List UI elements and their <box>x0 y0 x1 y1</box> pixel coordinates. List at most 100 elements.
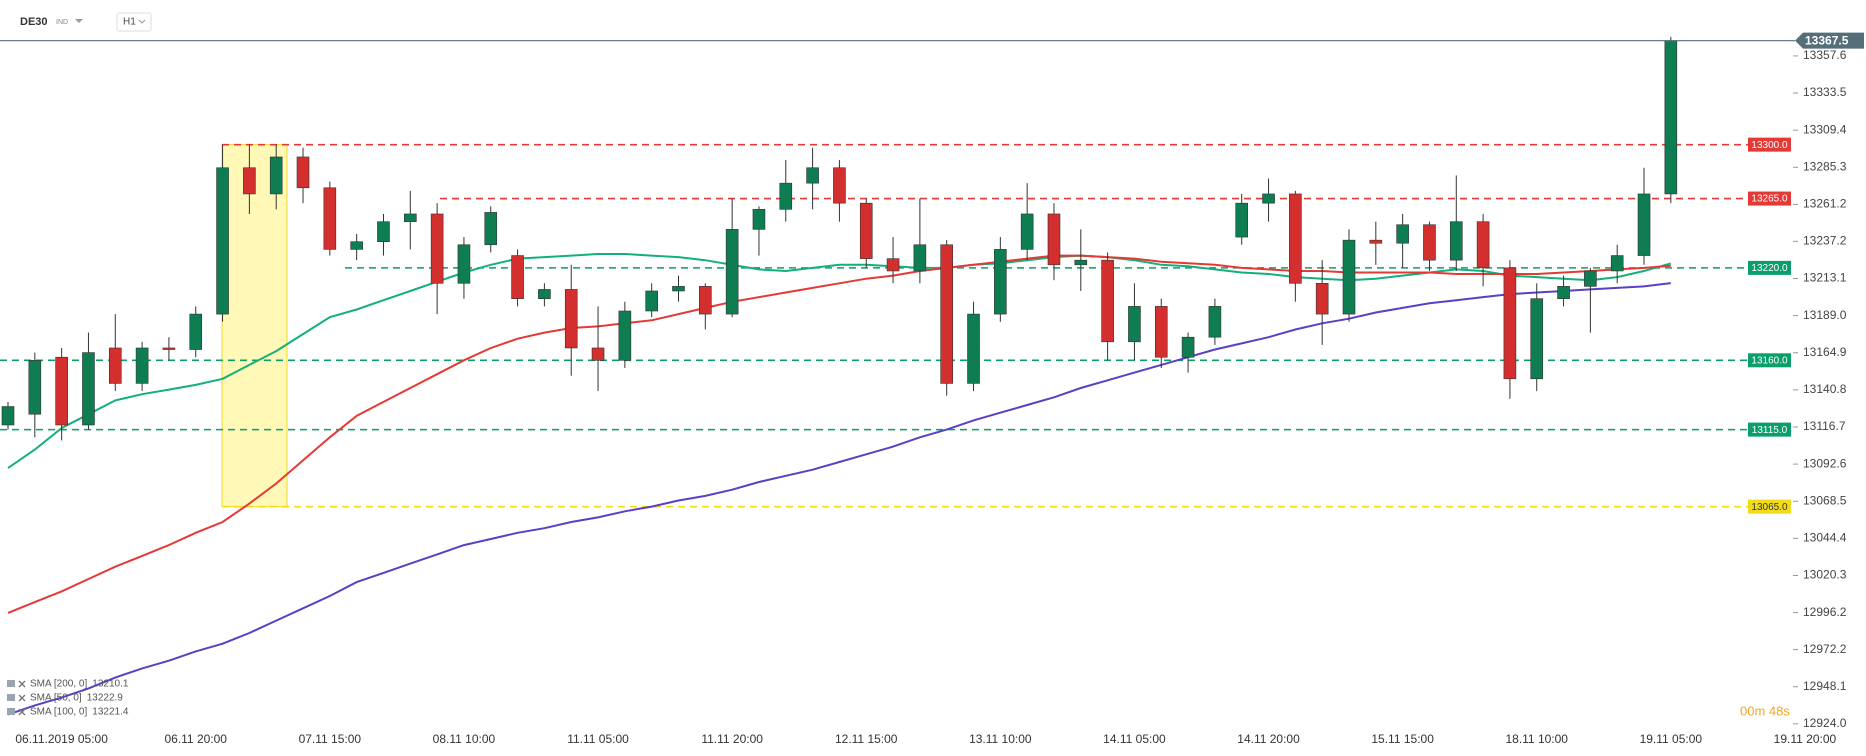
candle-body <box>1476 221 1490 269</box>
candle-body <box>243 167 256 195</box>
candle-body <box>511 255 524 299</box>
x-tick-label: 15.11 15:00 <box>1371 732 1434 746</box>
candle-body <box>833 167 846 204</box>
candle-body <box>1181 336 1195 358</box>
level-label: 13065.0 <box>1751 502 1788 513</box>
x-tick-label: 14.11 20:00 <box>1237 732 1300 746</box>
candle-body <box>994 249 1007 315</box>
y-tick-label: 13020.3 <box>1803 568 1847 582</box>
candle-body <box>1369 239 1383 244</box>
candle-body <box>1396 224 1409 244</box>
candle-body <box>55 356 68 426</box>
y-tick-label: 13285.3 <box>1803 159 1847 173</box>
level-label: 13220.0 <box>1751 263 1788 274</box>
y-tick-label: 13333.5 <box>1803 85 1847 99</box>
candle-body <box>806 167 819 184</box>
candle-body <box>1610 255 1624 272</box>
legend-remove[interactable] <box>18 694 26 702</box>
y-tick-label: 13357.6 <box>1803 48 1847 62</box>
candle-timer: 00m 48s <box>1740 703 1790 718</box>
candle-body <box>913 244 927 272</box>
legend-icon <box>7 708 15 715</box>
candle-body <box>1342 239 1356 315</box>
candle-body <box>216 167 229 315</box>
timeframe-box[interactable] <box>116 12 152 32</box>
candle-body <box>377 221 390 242</box>
x-tick-label: 14.11 05:00 <box>1103 732 1166 746</box>
legend-remove[interactable] <box>18 708 26 716</box>
timeframe-arrow[interactable] <box>138 19 146 24</box>
level-label-box <box>1748 422 1791 437</box>
level-label-box <box>1748 191 1791 206</box>
y-tick-label: 12972.2 <box>1803 642 1847 656</box>
x-tick-label: 11.11 05:00 <box>567 732 629 746</box>
legend-remove[interactable] <box>18 680 26 688</box>
y-tick-label: 12948.1 <box>1803 679 1847 693</box>
candle-body <box>403 213 417 222</box>
candle-body <box>1423 224 1436 261</box>
candle-body <box>457 244 471 284</box>
plot-area: 13300.0 13265.0 13220.0 13160.0 13115.0 13065… <box>0 36 1791 716</box>
candle-body <box>28 360 42 415</box>
candle-body <box>1530 298 1544 380</box>
candle-body <box>1074 259 1088 266</box>
candle-body <box>1154 306 1168 358</box>
sma-line <box>7 253 1672 469</box>
candle-body <box>1047 213 1061 266</box>
level-label-box <box>1748 353 1791 368</box>
candle-body <box>618 310 632 361</box>
candle-body <box>1557 286 1570 299</box>
candle-body <box>1584 270 1597 287</box>
candle-body <box>886 258 900 272</box>
symbol[interactable]: DE30 <box>20 16 48 28</box>
candle-body <box>1503 267 1517 380</box>
candle-body <box>1664 40 1678 195</box>
candle-body <box>1235 202 1249 238</box>
level-label: 13265.0 <box>1751 194 1788 205</box>
legend-icon <box>7 680 15 687</box>
legend-icon <box>7 694 15 701</box>
x-tick-label: 18.11 10:00 <box>1505 732 1568 746</box>
y-tick-label: 13164.9 <box>1803 345 1847 359</box>
x-tick-label: 08.11 10:00 <box>433 732 496 746</box>
y-tick-label: 12996.2 <box>1803 605 1847 619</box>
timeframe[interactable]: H1 <box>123 17 136 28</box>
y-tick-label: 13309.4 <box>1803 122 1847 136</box>
y-tick-label: 13213.1 <box>1803 271 1847 285</box>
x-tick-label: 13.11 10:00 <box>969 732 1032 746</box>
dropdown-arrow[interactable] <box>75 19 83 23</box>
candle-body <box>672 286 685 292</box>
legend-value: 13210.1 <box>92 679 129 690</box>
candle-body <box>162 347 176 350</box>
candle-body <box>323 187 337 250</box>
candle-body <box>189 313 203 350</box>
y-tick-label: 13140.8 <box>1803 382 1847 396</box>
y-tick-label: 13068.5 <box>1803 493 1847 507</box>
candle-body <box>752 209 766 230</box>
candle-body <box>108 347 122 384</box>
candle-body <box>1208 306 1222 338</box>
candle-body <box>82 352 95 426</box>
level-label: 13160.0 <box>1751 355 1788 366</box>
candle-body <box>645 290 658 312</box>
candle-body <box>1128 306 1141 343</box>
candle-body <box>1 406 15 426</box>
x-tick-label: 06.11 20:00 <box>164 732 227 746</box>
candle-body <box>135 347 149 384</box>
x-tick-label: 11.11 20:00 <box>701 732 763 746</box>
y-tick-label: 12924.0 <box>1803 716 1847 730</box>
candle-body <box>967 313 980 384</box>
candle-body <box>1289 193 1302 284</box>
candle-body <box>484 212 498 246</box>
candle-body <box>1449 221 1463 261</box>
x-tick-label: 19.11 05:00 <box>1640 732 1703 746</box>
y-tick-label: 13044.4 <box>1803 531 1847 545</box>
candle-body <box>591 347 605 361</box>
y-tick-label: 13092.6 <box>1803 456 1847 470</box>
level-label-box <box>1748 137 1791 152</box>
candle-body <box>699 286 712 315</box>
y-tick-label: 13116.7 <box>1803 419 1846 433</box>
legend-value: 13221.4 <box>92 707 129 718</box>
legend-name: SMA [200, 0] <box>30 679 87 690</box>
